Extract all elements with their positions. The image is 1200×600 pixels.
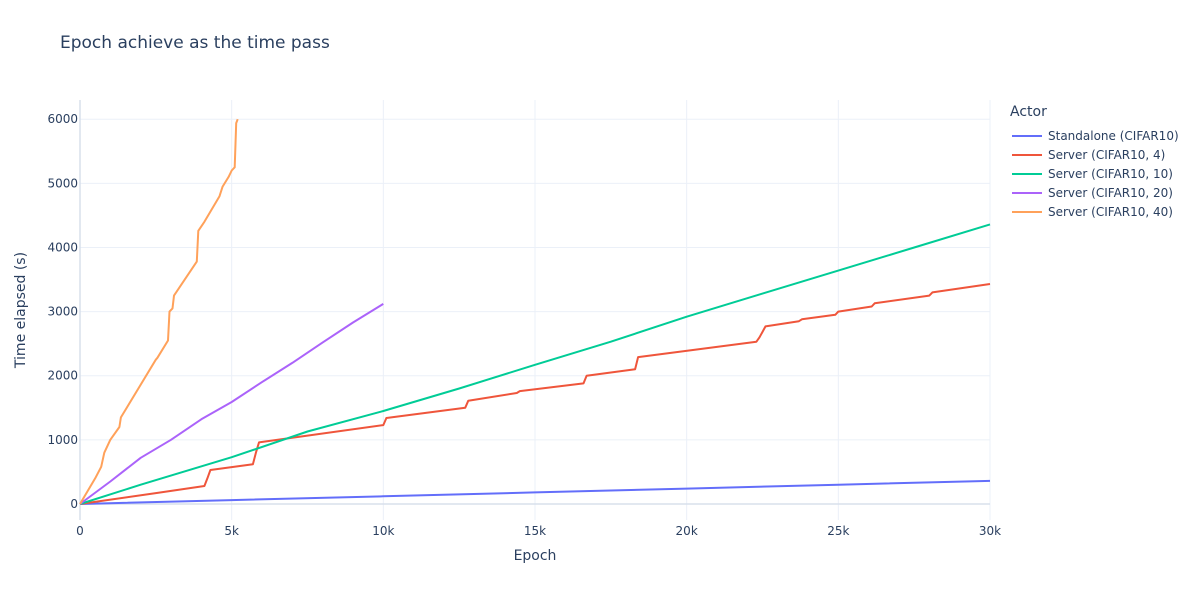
legend-swatch [1012,134,1042,137]
legend-label: Server (CIFAR10, 4) [1048,147,1166,162]
x-tick-label: 15k [524,524,546,538]
chart-title: Epoch achieve as the time pass [60,33,330,53]
legend-item-1[interactable]: Server (CIFAR10, 4) [1010,145,1179,164]
legend-label: Server (CIFAR10, 40) [1048,204,1173,219]
series-line-1 [79,283,991,505]
y-axis-title: Time elapsed (s) [13,252,29,369]
legend-label: Server (CIFAR10, 20) [1048,185,1173,200]
legend-swatch [1012,153,1042,156]
x-axis-ticks: 0 5k 10k 15k 20k 25k 30k [76,524,1001,538]
legend-item-2[interactable]: Server (CIFAR10, 10) [1010,164,1179,183]
legend: Actor Standalone (CIFAR10) Server (CIFAR1… [1010,104,1179,221]
y-tick-label: 0 [70,497,78,511]
x-tick-label: 0 [76,524,84,538]
legend-item-0[interactable]: Standalone (CIFAR10) [1010,126,1179,145]
x-tick-label: 30k [979,524,1001,538]
legend-swatch [1012,191,1042,194]
legend-swatch [1012,210,1042,213]
legend-item-4[interactable]: Server (CIFAR10, 40) [1010,202,1179,221]
series-line-2 [79,223,991,505]
legend-items: Standalone (CIFAR10) Server (CIFAR10, 4) S… [1010,126,1179,221]
y-tick-label: 1000 [47,433,78,447]
legend-label: Standalone (CIFAR10) [1048,128,1179,143]
y-tick-label: 2000 [47,369,78,383]
x-tick-label: 10k [372,524,394,538]
series-line-3 [79,303,384,505]
y-tick-label: 6000 [47,112,78,126]
legend-label: Server (CIFAR10, 10) [1048,166,1173,181]
zero-line [79,100,990,520]
legend-title: Actor [1010,104,1047,120]
series-line-0 [79,479,991,505]
series-lines [79,118,991,505]
y-tick-label: 5000 [47,176,78,190]
y-tick-label: 3000 [47,305,78,319]
series-line-4 [79,118,239,505]
y-tick-label: 4000 [47,240,78,254]
legend-item-3[interactable]: Server (CIFAR10, 20) [1010,183,1179,202]
x-tick-label: 25k [827,524,849,538]
y-axis-ticks: 0 1000 2000 3000 4000 5000 6000 [47,112,78,511]
x-tick-label: 5k [224,524,239,538]
x-axis-title: Epoch [514,548,557,564]
x-tick-label: 20k [676,524,698,538]
legend-swatch [1012,172,1042,175]
